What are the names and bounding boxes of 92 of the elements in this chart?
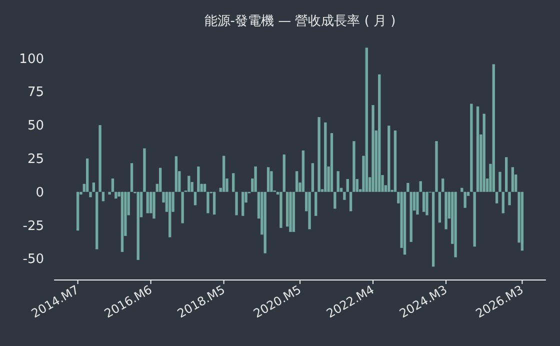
bar	[159, 168, 162, 192]
bar	[282, 154, 286, 192]
bar	[365, 48, 368, 192]
bar	[511, 167, 514, 192]
bar	[222, 156, 226, 192]
bar	[388, 126, 390, 192]
bar	[492, 64, 495, 192]
bar	[308, 192, 311, 230]
bar	[495, 192, 498, 204]
bar	[295, 171, 298, 192]
bar	[426, 192, 428, 216]
bar	[476, 106, 480, 192]
bar	[349, 192, 352, 212]
bar	[98, 125, 102, 192]
bar	[460, 188, 464, 192]
bar	[318, 117, 320, 192]
bar	[143, 148, 146, 192]
bar	[372, 105, 374, 192]
bar	[114, 192, 118, 199]
bar	[520, 192, 524, 251]
bar	[410, 192, 412, 242]
chart-title: 能源-發電機 — 營收成長率 ( 月 )	[204, 13, 396, 29]
bar	[242, 192, 244, 216]
bar	[96, 192, 98, 250]
y-tick-label: -25	[22, 218, 44, 234]
bar	[266, 167, 270, 192]
bar	[438, 192, 441, 223]
bar	[194, 192, 197, 206]
bar	[102, 192, 105, 202]
bar	[289, 192, 292, 232]
y-tick-label: 100	[19, 52, 44, 67]
bar	[346, 179, 349, 192]
bar	[394, 130, 397, 192]
bar	[432, 192, 435, 267]
bar	[508, 192, 511, 206]
bar	[111, 178, 114, 192]
bar	[336, 171, 340, 192]
bar	[264, 192, 266, 254]
bar	[403, 192, 406, 255]
bar	[311, 163, 314, 192]
bar	[330, 133, 334, 192]
bar	[280, 192, 282, 228]
bar	[422, 192, 426, 212]
bar	[502, 192, 504, 214]
bar	[254, 166, 257, 192]
y-tick-label: -50	[22, 252, 44, 268]
bar	[235, 192, 238, 216]
bar	[292, 192, 295, 232]
bar	[181, 192, 184, 224]
bar	[444, 192, 448, 230]
bar	[152, 192, 156, 219]
bar	[482, 114, 486, 192]
bar	[314, 192, 318, 216]
bar	[86, 158, 89, 192]
bar	[174, 156, 178, 192]
bar	[464, 192, 466, 208]
bar	[435, 141, 438, 192]
bar	[324, 122, 327, 192]
bar	[442, 178, 444, 192]
bar	[76, 192, 80, 231]
bar	[232, 173, 235, 192]
bar	[473, 192, 476, 247]
bar	[146, 192, 149, 214]
bar	[454, 192, 457, 258]
bar	[188, 176, 190, 192]
bar	[334, 192, 336, 209]
y-tick-label: 25	[27, 152, 44, 167]
bar	[203, 184, 206, 192]
bar	[406, 182, 410, 192]
bar	[168, 192, 172, 238]
bar	[197, 166, 200, 192]
bar	[470, 104, 473, 192]
bar	[136, 192, 140, 260]
bar	[416, 192, 419, 215]
bar	[504, 157, 508, 192]
y-tick-label: 75	[27, 85, 44, 100]
bar	[419, 181, 422, 192]
bar	[89, 192, 92, 198]
bar	[206, 192, 210, 214]
bar	[352, 141, 356, 192]
bar	[92, 182, 96, 192]
bar	[378, 74, 381, 192]
bar	[130, 163, 134, 192]
bar	[343, 192, 346, 200]
bar	[120, 192, 124, 252]
bar	[212, 192, 216, 215]
bar	[302, 150, 305, 192]
y-tick-label: 0	[36, 185, 44, 200]
bar	[270, 171, 273, 192]
bar	[498, 172, 502, 192]
y-tick-label: 50	[27, 118, 44, 134]
bar	[108, 192, 111, 195]
